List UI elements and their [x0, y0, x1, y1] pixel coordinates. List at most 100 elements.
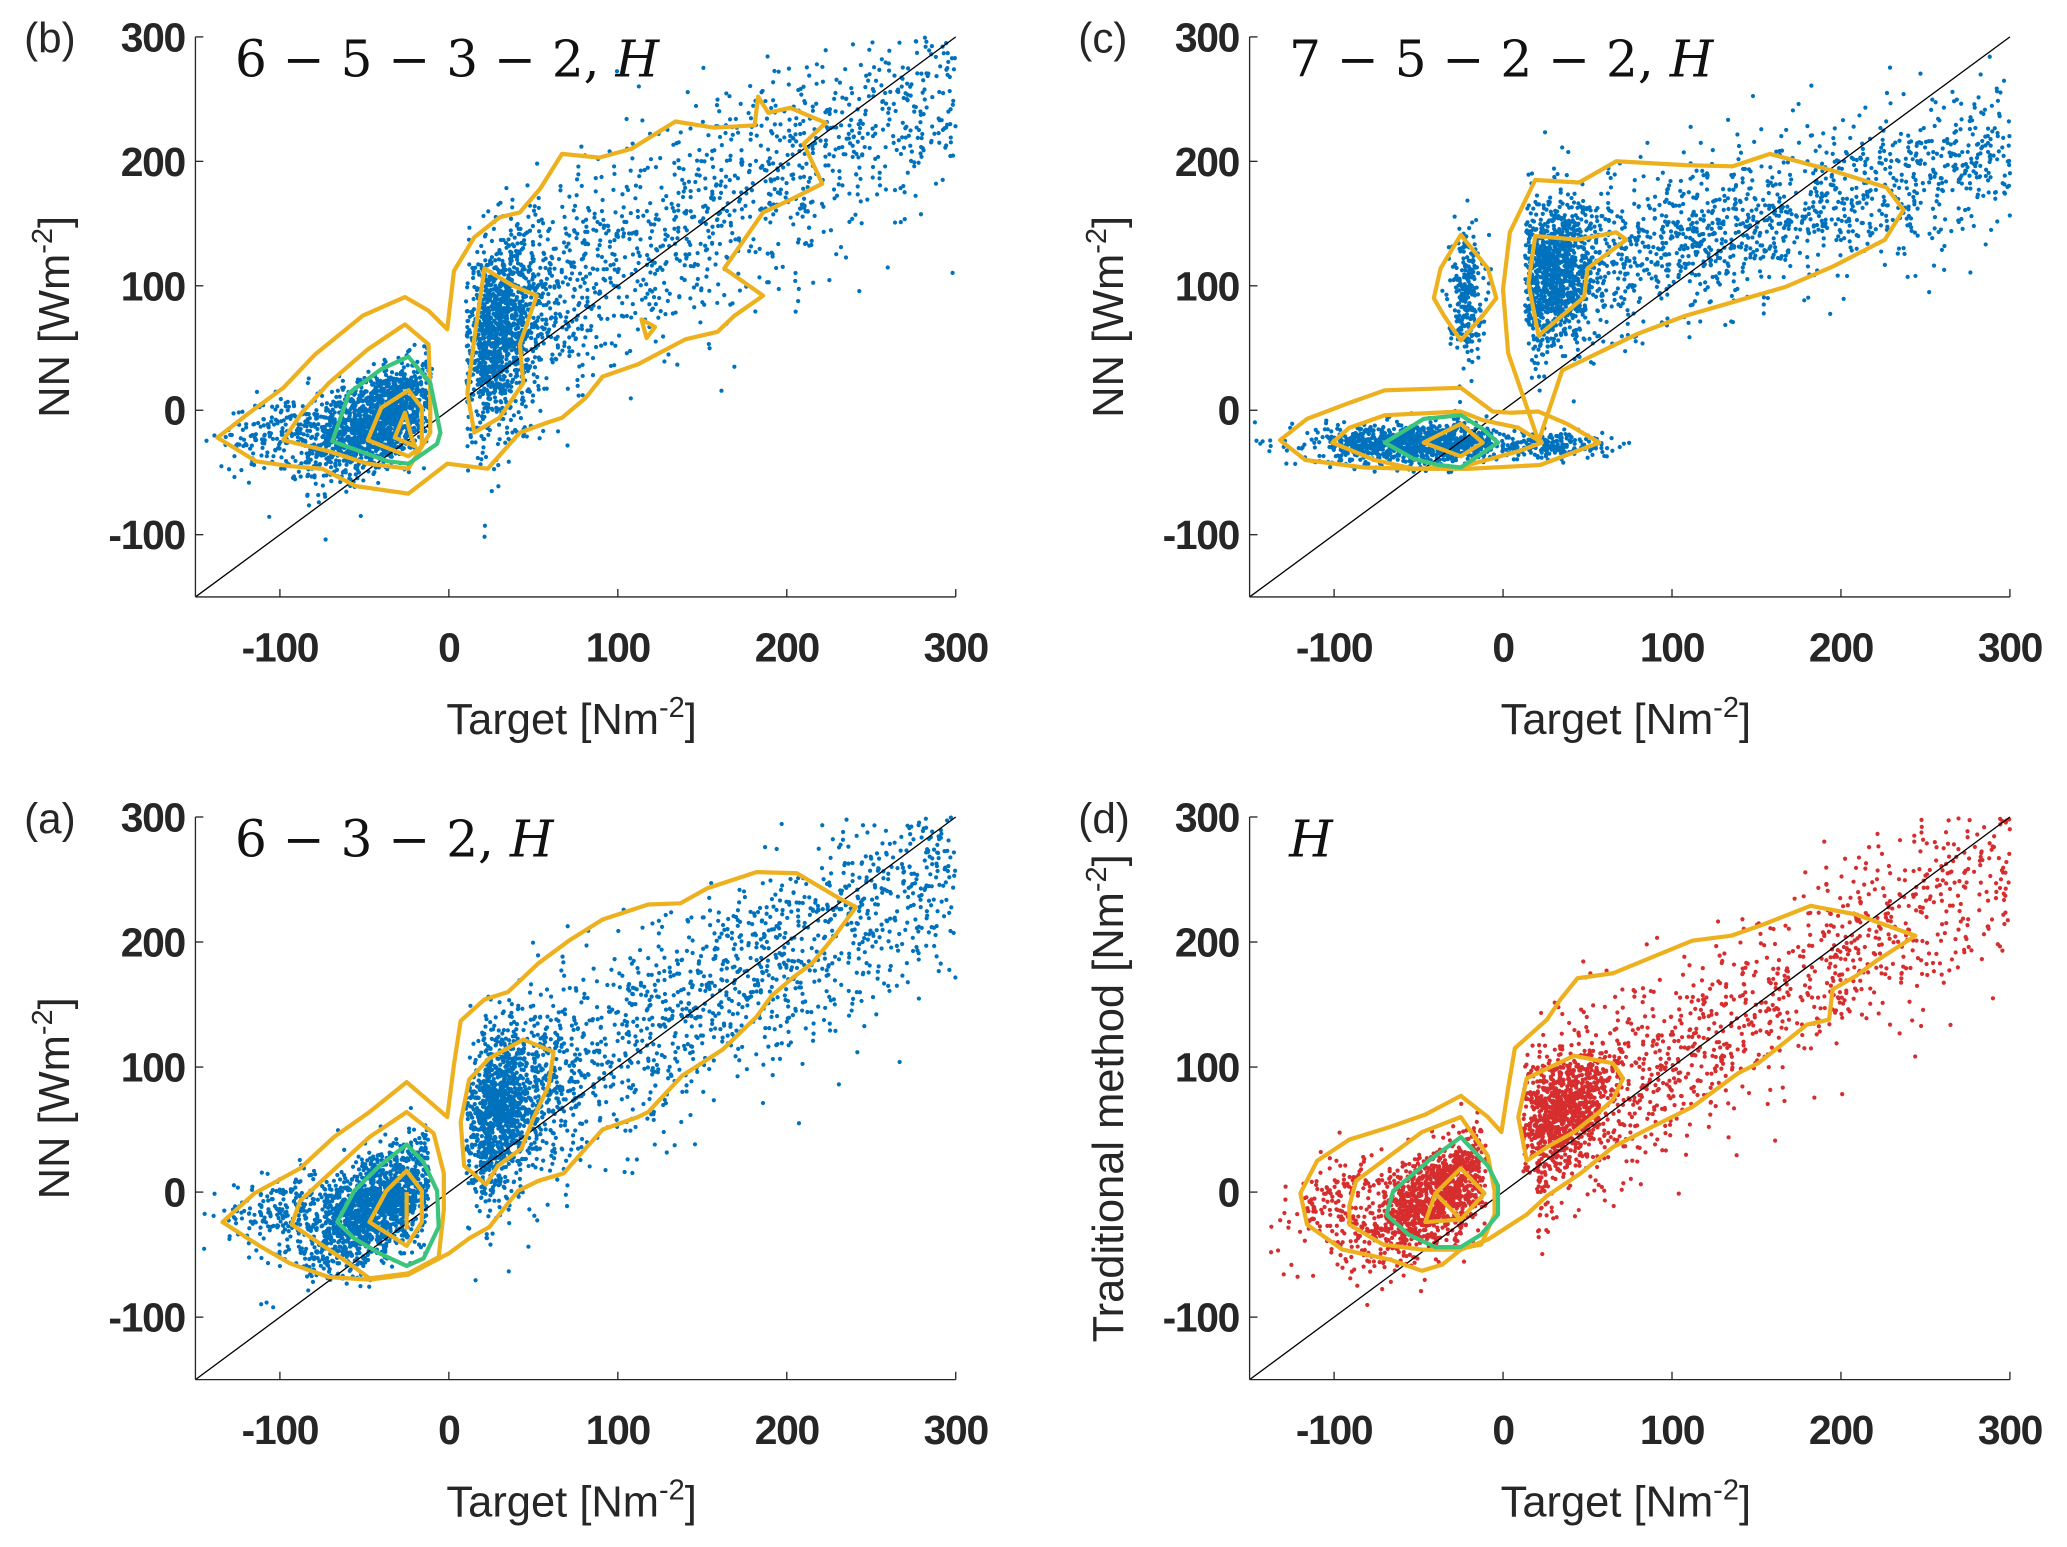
scatter-point [611, 164, 617, 169]
scatter-point [768, 220, 773, 225]
scatter-point [654, 212, 659, 217]
scatter-point [692, 214, 697, 219]
scatter-point [660, 243, 666, 248]
scatter-point [512, 235, 517, 240]
scatter-point [888, 89, 893, 94]
scatter-point [409, 383, 415, 389]
scatter-point [572, 228, 577, 233]
scatter-point [488, 336, 493, 341]
scatter-point [806, 179, 811, 184]
scatter-point [685, 90, 690, 95]
scatter-point [1268, 443, 1273, 449]
scatter-point [857, 288, 862, 294]
scatter-point [837, 169, 842, 174]
scatter-point [305, 428, 310, 433]
scatter-point [821, 229, 826, 235]
scatter-point [643, 295, 648, 300]
scatter-point [840, 183, 845, 188]
scatter-point [575, 326, 581, 331]
scatter-point [475, 377, 480, 383]
scatter-point [575, 377, 580, 383]
scatter-point [945, 50, 950, 56]
scatter-point [553, 246, 558, 251]
scatter-point [753, 249, 758, 255]
scatter-point [703, 176, 708, 181]
scatter-point [414, 411, 420, 417]
scatter-point [705, 267, 710, 272]
scatter-point [316, 492, 321, 498]
scatter-point [840, 95, 845, 100]
scatter-point [289, 433, 294, 439]
scatter-point [624, 294, 630, 299]
scatter-point [858, 62, 863, 68]
scatter-point [497, 313, 502, 318]
scatter-point [320, 483, 325, 488]
x-axis-title-superscript: -2 [659, 692, 685, 724]
scatter-point [481, 328, 486, 333]
scatter-point [936, 116, 941, 121]
scatter-point [499, 400, 504, 405]
scatter-point [692, 305, 697, 310]
scatter-point [508, 373, 513, 378]
scatter-point [558, 188, 563, 193]
scatter-point [810, 150, 816, 156]
scatter-point [523, 276, 529, 281]
scatter-point [575, 383, 580, 388]
scatter-point [712, 148, 717, 153]
scatter-point [474, 287, 480, 293]
scatter-point [787, 117, 792, 122]
scatter-point [544, 276, 549, 281]
x-axis-title-text: Target [Nm [446, 696, 659, 744]
scatter-point [710, 231, 716, 236]
scatter-point [309, 474, 314, 479]
scatter-point [748, 116, 754, 121]
scatter-point [512, 302, 517, 308]
scatter-point [859, 221, 864, 226]
scatter-point [688, 195, 693, 200]
scatter-point [849, 117, 854, 123]
scatter-point [574, 177, 580, 182]
scatter-point [343, 469, 348, 474]
scatter-point [827, 278, 832, 283]
scatter-point [739, 207, 744, 212]
scatter-point [490, 407, 495, 412]
scatter-point [635, 214, 641, 220]
scatter-point [467, 262, 472, 267]
scatter-point [532, 355, 538, 360]
scatter-point [521, 398, 526, 403]
scatter-point [348, 438, 353, 443]
scatter-point [392, 379, 398, 384]
scatter-point [1370, 433, 1376, 438]
scatter-point [467, 225, 472, 230]
scatter-point [358, 393, 363, 399]
panel-label: (b) [24, 15, 76, 62]
scatter-point [251, 451, 256, 456]
scatter-point [576, 172, 581, 177]
scatter-point [537, 436, 542, 441]
scatter-point [914, 50, 920, 55]
scatter-point [709, 195, 714, 200]
scatter-point [585, 299, 590, 304]
scatter-point [662, 227, 668, 232]
scatter-point [481, 213, 486, 219]
scatter-point [919, 154, 924, 159]
scatter-point [641, 213, 646, 218]
scatter-point [541, 303, 546, 308]
scatter-point [688, 296, 693, 301]
scatter-point [883, 164, 888, 169]
scatter-point [564, 315, 569, 320]
scatter-point [369, 393, 374, 398]
scatter-point [249, 461, 254, 467]
scatter-point [553, 311, 558, 316]
scatter-point [536, 387, 541, 392]
scatter-point [360, 431, 365, 437]
scatter-point [850, 42, 856, 47]
scatter-point [587, 271, 593, 276]
scatter-point [672, 209, 677, 214]
scatter-point [1312, 445, 1317, 450]
scatter-point [248, 433, 253, 439]
scatter-point [619, 214, 625, 219]
scatter-point [678, 130, 683, 135]
scatter-point [596, 291, 602, 296]
scatter-point [548, 316, 553, 321]
